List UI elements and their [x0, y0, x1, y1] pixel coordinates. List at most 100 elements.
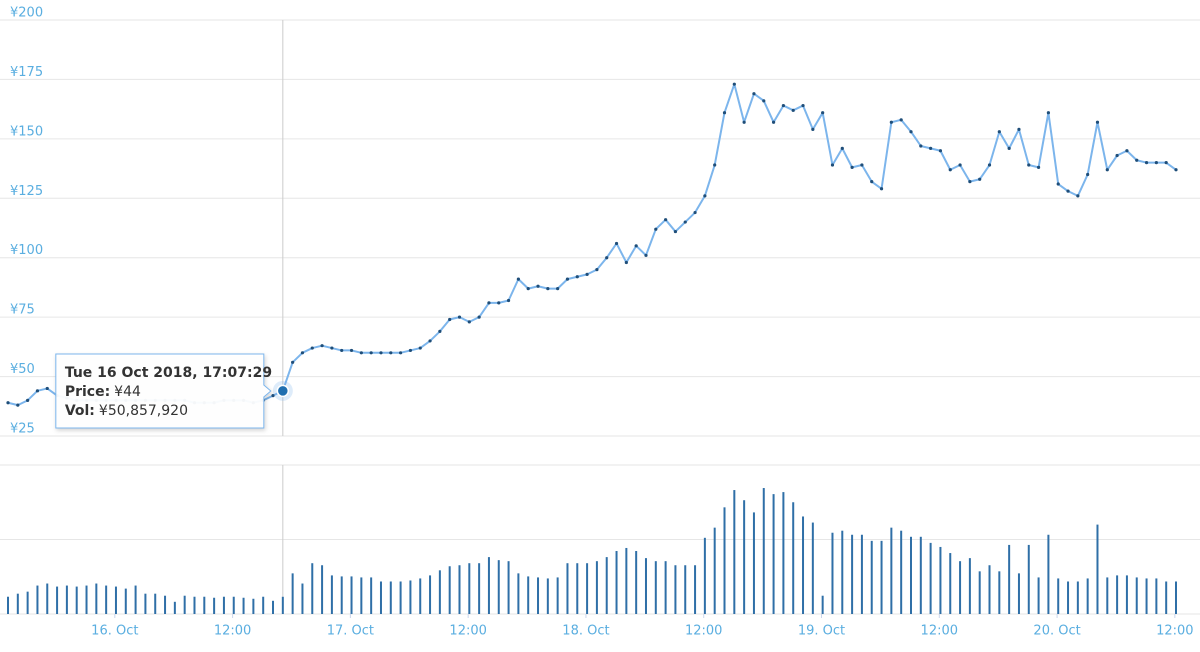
price-point [821, 111, 825, 115]
price-point [654, 227, 658, 231]
volume-bar [537, 577, 540, 614]
x-tick-label: 20. Oct [1033, 624, 1080, 639]
price-point [556, 287, 560, 291]
price-point [938, 149, 943, 153]
tooltip-label: Price: [65, 384, 110, 400]
price-point [467, 320, 471, 324]
volume-bar [968, 558, 971, 614]
volume-bar [1008, 544, 1011, 614]
volume-bar [173, 601, 176, 614]
price-point [801, 103, 805, 108]
volume-bar [762, 488, 765, 614]
price-point [457, 315, 462, 319]
volume-bar [7, 596, 9, 614]
price-point [379, 351, 383, 355]
volume-bar [939, 546, 942, 614]
price-point [1164, 161, 1168, 165]
price-point [1046, 111, 1051, 115]
volume-bar [340, 576, 343, 614]
volume-bar [144, 593, 147, 614]
volume-bar [350, 576, 353, 614]
price-point [575, 275, 579, 279]
volume-bar [821, 595, 824, 614]
volume-bar [527, 576, 530, 614]
price-point [879, 187, 884, 191]
price-point [45, 386, 49, 391]
price-point [595, 268, 599, 272]
price-point [506, 298, 511, 303]
price-point [997, 130, 1001, 134]
price-point [1066, 189, 1070, 193]
tooltip-box [55, 353, 272, 429]
volume-bar [684, 565, 687, 614]
price-point [624, 260, 628, 265]
x-tick-label: 12:00 [214, 624, 251, 639]
price-point [16, 403, 20, 407]
volume-bar [586, 563, 589, 614]
price-point [673, 229, 678, 234]
volume-bar [1175, 581, 1177, 614]
volume-bar [330, 575, 333, 614]
price-point [300, 351, 305, 355]
price-point [889, 120, 893, 124]
volume-bar [851, 534, 854, 614]
price-point [909, 130, 913, 134]
volume-bar [860, 534, 863, 614]
y-tick-label: ¥150 [10, 124, 43, 139]
price-point [919, 144, 923, 148]
price-point [840, 146, 844, 150]
price-point [929, 146, 933, 150]
price-point [987, 163, 992, 167]
x-tick-label: 12:00 [449, 624, 486, 639]
volume-bar [919, 536, 922, 614]
volume-bar [321, 565, 324, 614]
volume-bar [644, 558, 647, 614]
price-point [948, 168, 952, 172]
volume-bar [419, 578, 422, 614]
volume-bar [262, 596, 265, 614]
volume-bar [988, 565, 991, 614]
price-point [1174, 168, 1178, 172]
volume-bar [880, 540, 883, 614]
price-point [830, 163, 835, 167]
volume-bar [193, 596, 196, 614]
price-point [1017, 127, 1021, 131]
volume-bar [95, 583, 98, 614]
x-tick-label: 12:00 [921, 624, 958, 639]
price-point [516, 277, 520, 281]
tooltip-value: ¥44 [114, 384, 141, 400]
price-point [614, 241, 619, 246]
volume-bar [566, 563, 569, 614]
price-point [732, 82, 736, 86]
y-tick-label: ¥100 [10, 243, 43, 258]
volume-bar [232, 596, 235, 614]
price-point [605, 256, 609, 260]
price-point [418, 346, 422, 350]
volume-bar [743, 500, 746, 614]
volume-bar [625, 547, 628, 614]
volume-bar [1155, 578, 1158, 614]
volume-bar [379, 581, 382, 614]
volume-bar [281, 596, 284, 614]
y-tick-label: ¥125 [10, 184, 43, 199]
volume-bar [105, 585, 108, 614]
price-point [683, 220, 687, 224]
price-point [369, 351, 373, 355]
volume-bar [26, 591, 29, 614]
volume-bar [1027, 544, 1030, 614]
volume-bar [497, 560, 500, 614]
price-point [752, 92, 756, 96]
volume-bar [183, 595, 186, 614]
volume-bar [1096, 524, 1099, 614]
volume-bar [615, 551, 618, 614]
y-tick-label: ¥50 [10, 362, 35, 377]
volume-bar [635, 551, 638, 614]
price-point [781, 103, 785, 108]
volume-bar [252, 598, 255, 614]
volume-bar [65, 585, 68, 614]
volume-bar [978, 571, 981, 614]
price-point [438, 329, 442, 334]
volume-bar [1067, 581, 1070, 614]
price-point [850, 165, 854, 169]
volume-bar [487, 557, 490, 614]
